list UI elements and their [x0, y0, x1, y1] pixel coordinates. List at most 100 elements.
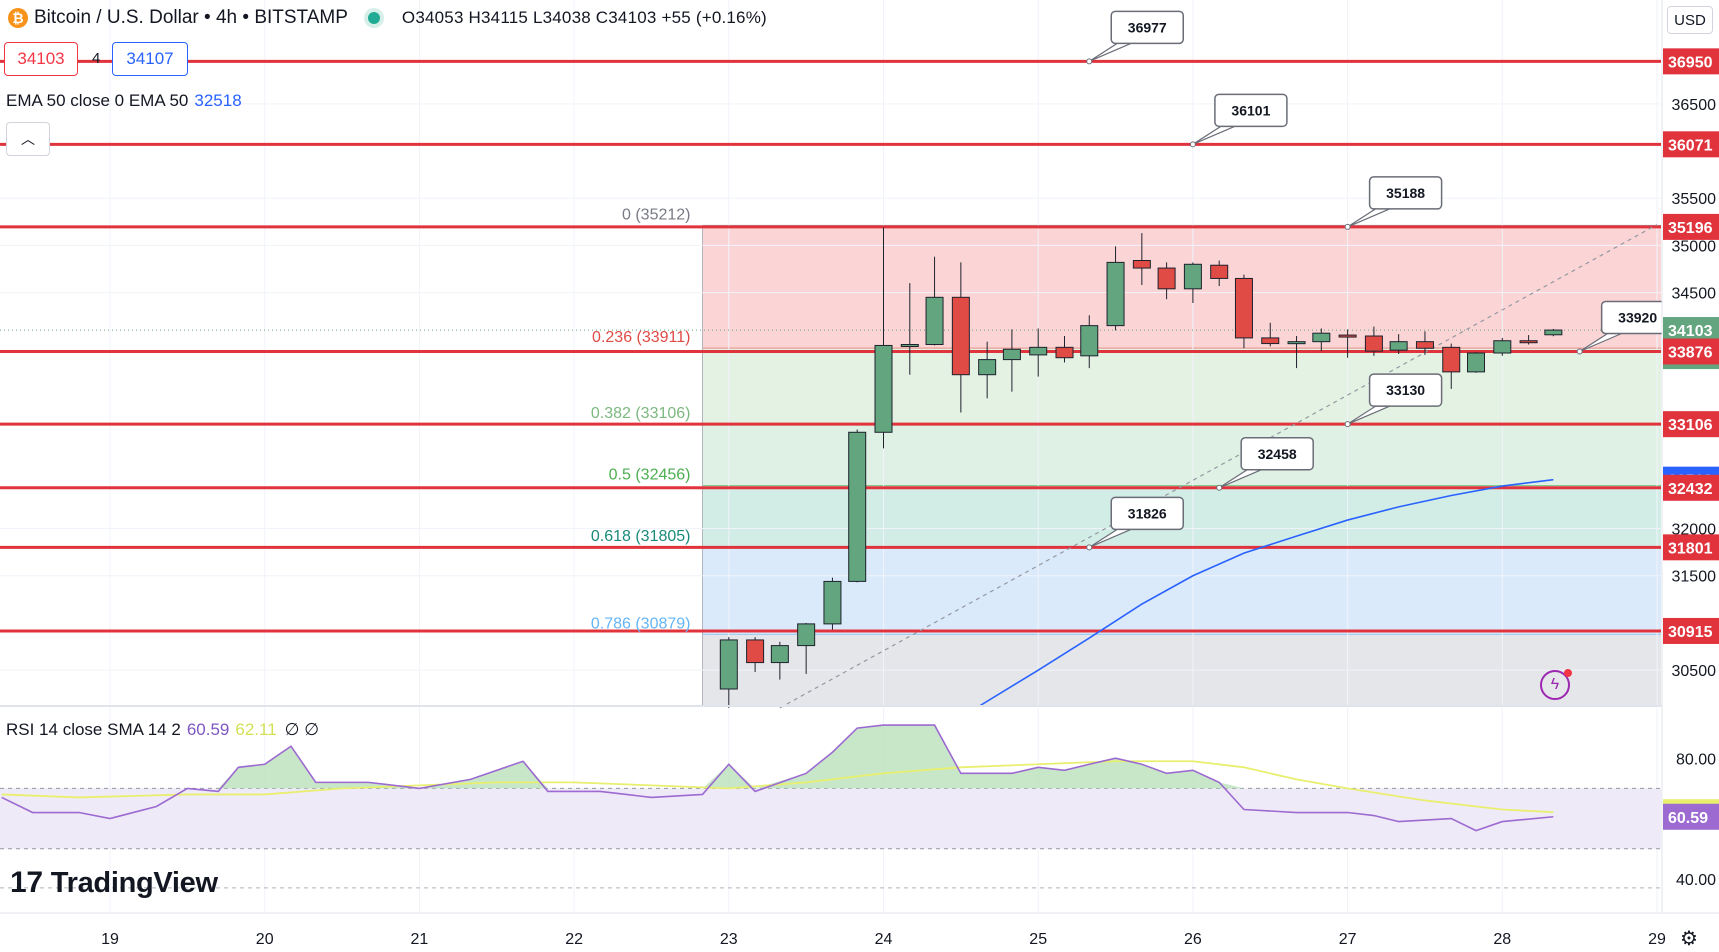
candle[interactable] [874, 227, 893, 449]
callout-value: 31826 [1128, 505, 1167, 521]
trend-line-path[interactable] [779, 224, 1658, 709]
rsi-sma-line[interactable] [1, 760, 1554, 814]
price-axis-label-bg [1663, 131, 1719, 158]
callout-value: 36977 [1128, 19, 1167, 35]
candle[interactable] [1234, 274, 1253, 349]
ema-legend[interactable]: EMA 50 close 0 EMA 50 32518 [6, 91, 242, 111]
chevron-up-icon: ︿ [21, 131, 35, 147]
candle-body [925, 296, 944, 346]
candle[interactable] [1312, 328, 1331, 352]
candle-body [848, 431, 867, 582]
candle[interactable] [951, 262, 970, 413]
price-callout[interactable]: 36977 [1086, 10, 1185, 65]
candle[interactable] [1055, 336, 1074, 363]
callout-value: 35188 [1386, 185, 1425, 201]
price-axis-label-text: 33876 [1668, 344, 1713, 361]
time-axis[interactable] [0, 913, 1719, 952]
candle[interactable] [1493, 337, 1512, 356]
price-axis-label[interactable]: 35196 [1663, 213, 1719, 240]
candle[interactable] [797, 622, 816, 674]
candle-body [1029, 346, 1048, 356]
rsi-axis-label[interactable]: 60.59 [1663, 803, 1719, 830]
ema-legend-label: EMA 50 close 0 EMA 50 [6, 91, 189, 110]
buy-button[interactable]: 34107 [112, 42, 188, 76]
currency-button[interactable]: USD [1667, 6, 1713, 34]
candle[interactable] [1002, 329, 1021, 392]
candle-body [900, 344, 919, 348]
candle-body [1493, 340, 1512, 354]
candle[interactable] [719, 637, 738, 708]
candle[interactable] [1029, 328, 1048, 377]
x-tick-label: 28 [1493, 931, 1511, 948]
lightning-icon[interactable]: ϟ [1540, 669, 1572, 700]
price-callout[interactable]: 33130 [1344, 373, 1443, 428]
price-callout[interactable]: 33920 [1576, 300, 1675, 355]
candle[interactable] [1544, 328, 1563, 337]
candle-body [1183, 263, 1202, 290]
candle[interactable] [1287, 336, 1306, 369]
candle[interactable] [1261, 322, 1280, 347]
callout-value: 36101 [1231, 102, 1270, 118]
gear-icon[interactable]: ⚙ [1680, 928, 1698, 950]
rsi-legend[interactable]: RSI 14 close SMA 14 2 60.59 62.11 ∅ ∅ [6, 720, 319, 740]
candle[interactable] [848, 429, 867, 583]
candle[interactable] [1389, 334, 1408, 354]
price-axis-label[interactable]: 32432 [1663, 474, 1719, 501]
candle[interactable] [1183, 262, 1202, 303]
sell-button[interactable]: 34103 [4, 42, 78, 76]
price-axis-label[interactable]: 33876 [1663, 338, 1719, 365]
price-callout[interactable]: 35188 [1344, 176, 1443, 230]
candle-body [1234, 277, 1253, 339]
candles [719, 227, 1563, 708]
callout-anchor [1344, 421, 1351, 428]
fib-label: 0.236 (33911) [592, 329, 690, 346]
candle-body [874, 344, 893, 433]
tradingview-logo[interactable]: 17 TradingView [10, 866, 218, 900]
callout-box [1214, 93, 1288, 128]
candle-body [719, 639, 738, 690]
bitcoin-icon: ₿ [8, 8, 28, 28]
callout-anchor [1189, 141, 1196, 148]
x-tick-label: 25 [1029, 931, 1047, 948]
collapse-legend-button[interactable]: ︿ [6, 122, 50, 156]
ema50-line[interactable] [978, 478, 1554, 707]
candle[interactable] [1080, 315, 1099, 369]
price-callout[interactable]: 36101 [1189, 93, 1288, 148]
price-axis-label[interactable]: 36950 [1663, 48, 1719, 75]
candle[interactable] [1157, 262, 1176, 300]
price-axis-label[interactable]: 33106 [1663, 411, 1719, 438]
candle-body [1002, 348, 1021, 361]
candle[interactable] [1132, 233, 1151, 286]
price-callouts: 36977 36101 35188 33920 33130 32458 31826 [1086, 10, 1675, 551]
candle[interactable] [1442, 343, 1461, 389]
symbol-name[interactable]: Bitcoin / U.S. Dollar [34, 7, 199, 28]
price-callout[interactable]: 31826 [1086, 496, 1185, 551]
candle[interactable] [1338, 329, 1357, 358]
price-axis-label[interactable]: 36071 [1663, 131, 1719, 158]
rsi-line[interactable] [1, 724, 1554, 832]
candle-body [1080, 325, 1099, 357]
interval[interactable]: 4h [215, 7, 238, 28]
candle[interactable] [823, 577, 842, 630]
callout-pointer [1088, 42, 1132, 62]
candle[interactable] [1415, 331, 1434, 355]
price-axis-label[interactable]: 30915 [1663, 617, 1719, 644]
candle[interactable] [746, 637, 765, 673]
candle[interactable] [1467, 352, 1486, 373]
price-axis-label[interactable]: 31801 [1663, 534, 1719, 561]
candle[interactable] [1210, 260, 1229, 286]
price-axis-label-text: 34103 [1668, 323, 1713, 340]
candle-body [1544, 329, 1563, 336]
candle[interactable] [1364, 326, 1383, 356]
x-tick-label: 27 [1339, 931, 1357, 948]
candle[interactable] [978, 341, 997, 399]
x-tick-label: 19 [101, 931, 119, 948]
candle-body [1287, 341, 1306, 345]
candle[interactable] [900, 283, 919, 375]
candle[interactable] [925, 256, 944, 346]
candle[interactable] [1106, 246, 1125, 331]
candle[interactable] [1519, 335, 1538, 345]
candle[interactable] [770, 641, 789, 680]
price-callout[interactable]: 32458 [1216, 437, 1314, 491]
